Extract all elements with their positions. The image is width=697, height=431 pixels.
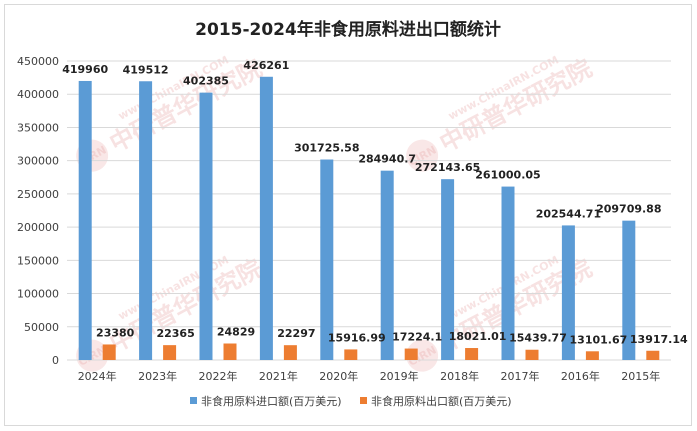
data-label: 13101.67 (570, 333, 628, 346)
x-tick-label: 2015年 (621, 369, 660, 383)
data-label: 301725.58 (294, 142, 359, 155)
y-tick-label: 100000 (17, 288, 59, 301)
data-label: 23380 (96, 326, 135, 339)
bar-export (283, 345, 297, 360)
y-tick-label: 200000 (17, 221, 59, 234)
data-label: 15439.77 (509, 332, 567, 345)
data-labels: 419960 23380 419512 22365 402385 24829 426261 2… (62, 59, 688, 347)
bar-import (320, 159, 334, 360)
bar-import (441, 179, 455, 360)
data-label: 272143.65 (415, 161, 480, 174)
data-label: 18021.01 (449, 330, 507, 343)
y-tick-label: 250000 (17, 188, 59, 201)
chart-title: 2015-2024年非食用原料进出口额统计 (195, 19, 501, 40)
bar-export (525, 349, 539, 360)
bar-export (646, 350, 660, 360)
bar-export (163, 345, 177, 360)
bar-import (199, 92, 213, 361)
data-label: 15916.99 (328, 331, 386, 344)
data-label: 17224.1 (392, 331, 442, 344)
legend-item: 非食用原料进口额(百万美元) (190, 394, 342, 408)
y-tick-label: 150000 (17, 254, 59, 267)
bar-export (102, 344, 116, 360)
x-tick-label: 2016年 (561, 369, 600, 383)
bar-export (223, 343, 237, 360)
y-tick-label: 400000 (17, 88, 59, 101)
y-tick-label: 0 (52, 354, 59, 367)
bar-chart: 2015-2024年非食用原料进出口额统计 CIRN中研普华研究院www.Chi… (17, 19, 688, 408)
data-label: 426261 (243, 59, 289, 72)
legend: 非食用原料进口额(百万美元) 非食用原料出口额(百万美元) (190, 394, 512, 408)
data-label: 284940.7 (358, 153, 416, 166)
x-tick-label: 2024年 (78, 369, 117, 383)
data-label: 419960 (62, 63, 108, 76)
x-tick-label: 2022年 (199, 369, 238, 383)
x-tick-label: 2017年 (501, 369, 540, 383)
bar-import (561, 225, 575, 360)
y-tick-label: 50000 (24, 321, 59, 334)
y-tick-label: 350000 (17, 121, 59, 134)
x-axis: 2024年 2023年 2022年 2021年 2020年 2019年 2018年 2017年… (78, 369, 661, 383)
data-label: 261000.05 (475, 169, 540, 182)
bar-export (344, 349, 358, 360)
x-tick-label: 2019年 (380, 369, 419, 383)
y-axis: 0 50000 100000 150000 200000 250000 300000 3500… (17, 55, 59, 367)
x-tick-label: 2018年 (440, 369, 479, 383)
bar-import (380, 170, 394, 360)
bar-export (465, 348, 479, 360)
x-tick-label: 2020年 (319, 369, 358, 383)
watermark-logo-icon (406, 139, 439, 172)
chart-frame: 2015-2024年非食用原料进出口额统计 CIRN 中研普华研究院 www.Chi… (4, 4, 692, 426)
data-label: 209709.88 (596, 203, 661, 216)
bar-import (259, 76, 273, 360)
legend-label: 非食用原料进口额(百万美元) (201, 394, 342, 408)
legend-swatch (190, 397, 197, 404)
y-tick-label: 300000 (17, 155, 59, 168)
bar-import (501, 186, 515, 360)
bars (78, 76, 660, 361)
data-label: 24829 (217, 326, 255, 339)
legend-label: 非食用原料出口额(百万美元) (371, 394, 512, 408)
data-label: 22365 (156, 327, 194, 340)
data-label: 13917.14 (630, 333, 688, 346)
bar-export (585, 351, 599, 360)
legend-swatch (360, 397, 367, 404)
bar-export (404, 348, 418, 360)
data-label: 22297 (277, 327, 315, 340)
legend-item: 非食用原料出口额(百万美元) (360, 394, 512, 408)
bar-import (139, 81, 153, 361)
data-label: 402385 (183, 75, 229, 88)
bar-import (622, 220, 636, 360)
watermark-logo-icon (406, 339, 439, 372)
bar-import (78, 80, 92, 361)
x-tick-label: 2021年 (259, 369, 298, 383)
data-label: 419512 (123, 63, 169, 76)
x-tick-label: 2023年 (138, 369, 177, 383)
data-label: 202544.71 (536, 207, 601, 220)
y-tick-label: 450000 (17, 55, 59, 68)
